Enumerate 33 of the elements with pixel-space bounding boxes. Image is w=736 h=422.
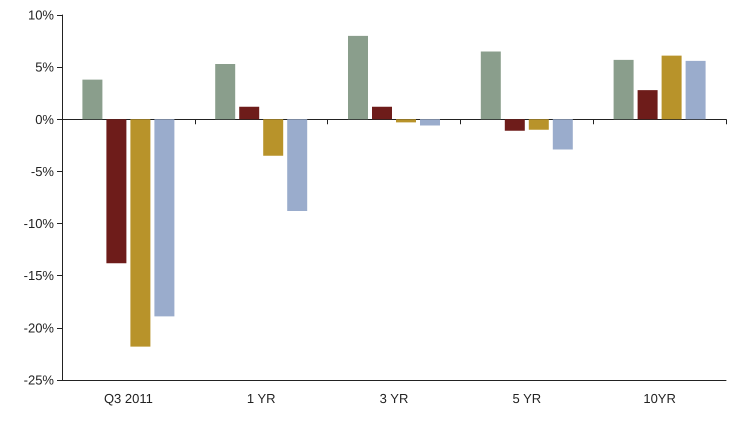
bar: [287, 119, 308, 212]
y-tick-label: -25%: [24, 372, 54, 388]
bar: [106, 119, 126, 264]
y-tick-label: -10%: [24, 216, 54, 232]
y-tick-label: 5%: [35, 60, 54, 75]
bar: [686, 60, 706, 120]
bar: [552, 119, 573, 150]
bar: [662, 56, 682, 120]
bar: [130, 119, 150, 347]
bar: [372, 106, 392, 120]
bar: [614, 60, 634, 120]
bar: [528, 119, 549, 130]
x-tick-label: 3 YR: [380, 391, 408, 406]
bar: [263, 119, 284, 156]
bar: [396, 119, 416, 122]
bar: [348, 36, 368, 120]
y-tick-label: -20%: [24, 320, 54, 336]
x-tick-label: 5 YR: [512, 391, 542, 406]
bar: [420, 119, 440, 126]
bar: [504, 119, 525, 131]
y-tick-label: 10%: [28, 8, 54, 22]
y-tick-label: 0%: [35, 112, 54, 127]
bar: [239, 106, 260, 120]
x-tick-label: 1 YR: [246, 391, 276, 406]
x-tick-label: 10YR: [643, 391, 676, 406]
y-tick-label: -5%: [30, 164, 54, 179]
bar: [82, 80, 102, 120]
bar: [480, 52, 501, 120]
bar: [154, 119, 174, 316]
y-tick-label: -15%: [24, 268, 54, 284]
bar: [638, 90, 658, 120]
x-tick-label: Q3 2011: [104, 391, 153, 406]
bar: [215, 64, 236, 120]
